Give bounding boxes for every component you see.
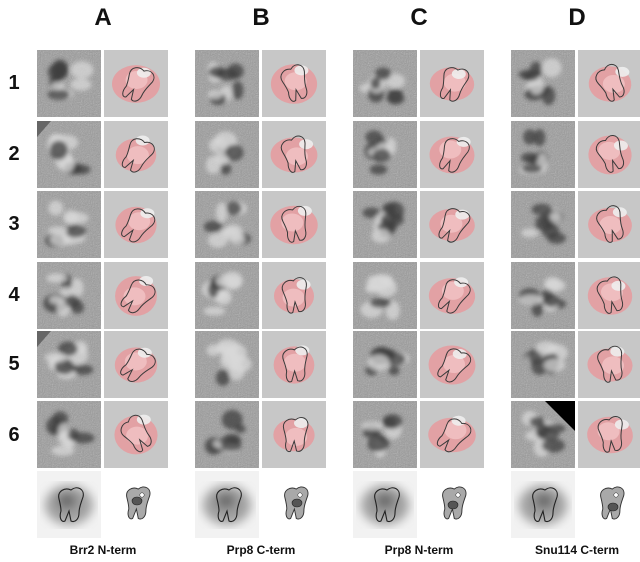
micrograph-a-6: [37, 401, 101, 468]
density-overlay-d-3: [578, 191, 640, 258]
caption-prp8-n-term: Prp8 N-term: [384, 543, 454, 557]
caption-prp8-c-term: Prp8 C-term: [226, 543, 296, 557]
density-overlay-d-4: [578, 262, 640, 329]
column-letter-c: C: [410, 4, 428, 31]
density-overlay-c-2: [420, 121, 484, 188]
class-average-b: [195, 471, 259, 538]
density-overlay-c-5: [420, 331, 484, 398]
density-overlay-a-2: [104, 121, 168, 188]
density-overlay-a-1: [104, 50, 168, 117]
micrograph-b-2: [195, 121, 259, 188]
micrograph-c-5: [353, 331, 417, 398]
micrograph-b-1: [195, 50, 259, 117]
density-overlay-d-5: [578, 331, 640, 398]
micrograph-c-1: [353, 50, 417, 117]
class-average-d: [511, 471, 575, 538]
row-number-6: 6: [8, 424, 20, 446]
column-letter-b: B: [252, 4, 270, 31]
micrograph-c-2: [353, 121, 417, 188]
density-overlay-a-3: [104, 191, 168, 258]
micrograph-b-4: [195, 262, 259, 329]
density-overlay-b-4: [262, 262, 326, 329]
density-overlay-a-5: [104, 331, 168, 398]
density-overlay-b-6: [262, 401, 326, 468]
density-overlay-c-1: [420, 50, 484, 117]
micrograph-d-6: [511, 401, 575, 468]
micrograph-d-3: [511, 191, 575, 258]
model-c: [420, 471, 484, 538]
micrograph-b-6: [195, 401, 259, 468]
micrograph-a-2: [37, 121, 101, 188]
class-average-a: [37, 471, 101, 538]
density-overlay-c-3: [420, 191, 484, 258]
column-letter-a: A: [94, 4, 112, 31]
row-number-4: 4: [8, 284, 20, 306]
density-overlay-b-2: [262, 121, 326, 188]
model-d: [578, 471, 640, 538]
micrograph-d-2: [511, 121, 575, 188]
density-overlay-a-6: [104, 401, 168, 468]
column-letter-d: D: [568, 4, 586, 31]
density-overlay-b-1: [262, 50, 326, 117]
micrograph-d-4: [511, 262, 575, 329]
density-overlay-b-3: [262, 191, 326, 258]
density-overlay-b-5: [262, 331, 326, 398]
micrograph-b-3: [195, 191, 259, 258]
caption-snu114-c-term: Snu114 C-term: [534, 543, 620, 557]
row-number-3: 3: [8, 213, 20, 235]
model-b: [262, 471, 326, 538]
row-number-1: 1: [8, 72, 20, 94]
row-number-2: 2: [8, 143, 20, 165]
micrograph-c-6: [353, 401, 417, 468]
density-overlay-d-1: [578, 50, 640, 117]
micrograph-d-1: [511, 50, 575, 117]
micrograph-b-5: [195, 331, 259, 398]
density-overlay-a-4: [104, 262, 168, 329]
density-overlay-c-4: [420, 262, 484, 329]
micrograph-d-5: [511, 331, 575, 398]
micrograph-a-3: [37, 191, 101, 258]
model-a: [104, 471, 168, 538]
class-average-c: [353, 471, 417, 538]
density-overlay-d-6: [578, 401, 640, 468]
micrograph-a-4: [37, 262, 101, 329]
micrograph-c-4: [353, 262, 417, 329]
density-overlay-c-6: [420, 401, 484, 468]
micrograph-a-1: [37, 50, 101, 117]
row-number-5: 5: [8, 353, 20, 375]
micrograph-a-5: [37, 331, 101, 398]
density-overlay-d-2: [578, 121, 640, 188]
caption-brr2-n-term: Brr2 N-term: [69, 543, 137, 557]
micrograph-c-3: [353, 191, 417, 258]
